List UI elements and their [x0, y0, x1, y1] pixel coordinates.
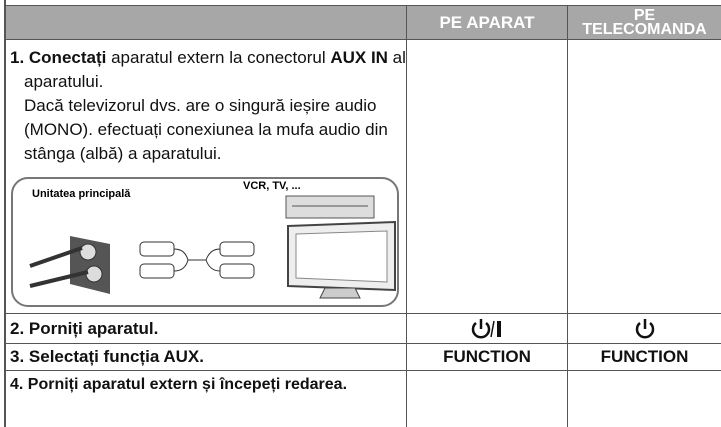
- jack: [85, 265, 103, 283]
- text: aparatul extern la conectorul: [106, 48, 331, 67]
- button-name: FUNCTION: [600, 347, 689, 366]
- label: Unitatea principală: [32, 188, 131, 200]
- border: [5, 370, 721, 371]
- plug: [139, 263, 175, 279]
- step-text: 4. Porniți aparatul extern și începeți r…: [10, 376, 348, 393]
- vcr: [285, 195, 375, 219]
- jack: [79, 243, 97, 261]
- paragraph: 1. Conectați aparatul extern la conector…: [10, 46, 406, 94]
- header-empty: [5, 6, 406, 39]
- step-text: 3. Selectați funcția AUX.: [10, 347, 204, 366]
- illustration: Unitatea principală VCR, TV, ...: [11, 177, 399, 307]
- cable: [173, 248, 221, 272]
- step-text: 2. Porniți aparatul.: [10, 318, 159, 338]
- cable: [29, 246, 89, 288]
- power-icon: [635, 319, 655, 339]
- border: [5, 39, 721, 40]
- button-name: FUNCTION: [443, 347, 531, 366]
- bold-text: AUX IN: [330, 48, 388, 67]
- header-cell: PE APARAT: [407, 6, 567, 39]
- header-cell: PE TELECOMANDA: [568, 6, 721, 39]
- border: [4, 0, 6, 427]
- power-standby-icon: [471, 319, 501, 339]
- plug: [219, 241, 255, 257]
- border: [5, 343, 721, 344]
- text: al aparatului.: [24, 48, 406, 91]
- paragraph: Dacă televizorul dvs. are o singură ieși…: [24, 96, 388, 163]
- step-text: 1. Conectați aparatul extern la conector…: [10, 46, 406, 166]
- tv-stand: [319, 287, 361, 299]
- plug: [219, 263, 255, 279]
- tv-screen: [295, 230, 388, 283]
- bold-text: 1. Conectați: [10, 48, 107, 67]
- plug: [139, 241, 175, 257]
- border: [5, 5, 721, 6]
- border: [5, 313, 721, 314]
- label: VCR, TV, ...: [243, 180, 301, 192]
- border: [567, 6, 568, 427]
- border: [406, 6, 407, 427]
